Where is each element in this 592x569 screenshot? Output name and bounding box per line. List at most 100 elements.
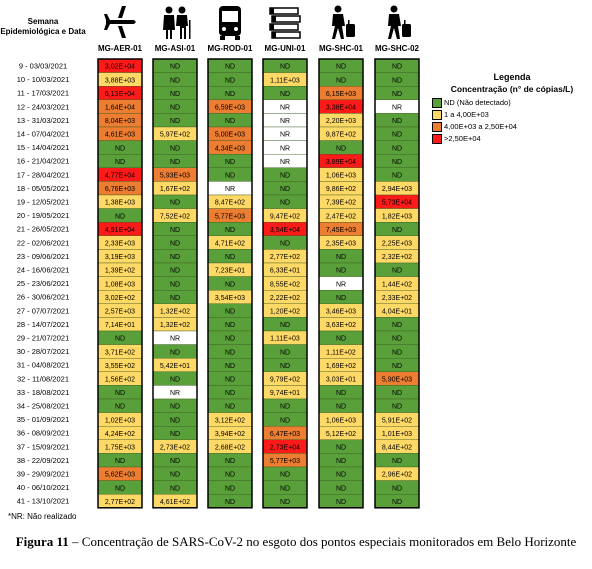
cell-value: ND (336, 499, 346, 506)
cell-value: 1,44E+02 (382, 281, 412, 288)
cell-value: ND (170, 431, 180, 438)
cell-value: 1,56E+02 (105, 377, 135, 384)
row-label: 21 - 26/05/2021 (17, 225, 70, 234)
cell-value: NR (280, 159, 290, 166)
bus-light (234, 27, 238, 31)
column-header: MG-AER-01 (98, 44, 143, 53)
cell-value: ND (336, 77, 346, 84)
cell-value: ND (336, 390, 346, 397)
cell-value: 5,90E+03 (382, 377, 412, 384)
cell-value: NR (170, 390, 180, 397)
cell-value: ND (280, 363, 290, 370)
row-label: 14 - 07/04/2021 (17, 130, 70, 139)
cell-value: 2,33E+02 (382, 295, 412, 302)
cell-value: 9,86E+02 (326, 186, 356, 193)
cell-value: ND (392, 336, 402, 343)
cell-value: ND (392, 159, 402, 166)
book-spine (270, 24, 274, 30)
cell-value: ND (392, 64, 402, 71)
cell-value: ND (170, 295, 180, 302)
cell-value: ND (225, 499, 235, 506)
luggage-handle (348, 20, 350, 24)
cell-value: ND (225, 309, 235, 316)
row-label: 15 - 14/04/2021 (17, 143, 70, 152)
cell-value: NR (225, 186, 235, 193)
column-border (97, 58, 143, 509)
bus-window (222, 11, 238, 22)
cell-value: ND (225, 281, 235, 288)
cell-value: ND (115, 458, 125, 465)
cell-value: ND (115, 404, 125, 411)
legend-label: 4,00E+03 a 2,50E+04 (444, 122, 517, 131)
cell-value: 3,02E+02 (105, 295, 135, 302)
cell-value: ND (336, 295, 346, 302)
cell-value: 6,76E+03 (105, 186, 135, 193)
cane (189, 20, 191, 39)
cell-value: ND (392, 91, 402, 98)
cell-value: 3,19E+03 (105, 254, 135, 261)
cell-value: 1,06E+03 (326, 417, 356, 424)
legend: Legenda Concentração (n° de cópias/L) ND… (432, 72, 592, 148)
cell-value: 1,11E+03 (270, 336, 300, 343)
cell-value: 2,68E+02 (215, 445, 245, 452)
bus-wheel (235, 36, 240, 40)
cell-value: 1,11E+03 (270, 77, 300, 84)
cell-value: ND (115, 336, 125, 343)
cell-value: ND (336, 268, 346, 275)
row-label: 34 - 25/08/2021 (17, 402, 70, 411)
cell-value: 5,42E+01 (160, 363, 190, 370)
column-border (207, 58, 253, 509)
cell-value: ND (170, 417, 180, 424)
row-label: 37 - 15/09/2021 (17, 442, 70, 451)
luggage (346, 24, 355, 37)
cell-value: ND (392, 227, 402, 234)
row-label: 38 - 22/09/2021 (17, 456, 70, 465)
elderly-couple-icon (163, 6, 191, 39)
row-label: 27 - 07/07/2021 (17, 306, 70, 315)
legend-label: >2,50E+04 (444, 134, 481, 143)
cell-value: ND (115, 213, 125, 220)
cell-value: 4,04E+01 (382, 309, 412, 316)
book (271, 15, 301, 23)
nr-footnote: *NR: Não realizado (8, 512, 77, 521)
cell-value: 3,03E+01 (326, 377, 356, 384)
row-label: 36 - 08/09/2021 (17, 429, 70, 438)
cell-value: ND (280, 186, 290, 193)
cell-value: ND (170, 64, 180, 71)
row-label: 29 - 21/07/2021 (17, 334, 70, 343)
cell-value: 1,82E+03 (382, 213, 412, 220)
legend-item: ND (Não detectado) (432, 98, 592, 108)
cell-value: 2,22E+02 (270, 295, 300, 302)
cell-value: NR (392, 105, 402, 112)
cell-value: ND (392, 349, 402, 356)
legend-swatch (432, 122, 442, 132)
cell-value: ND (115, 485, 125, 492)
cell-value: ND (170, 105, 180, 112)
cell-value: ND (225, 404, 235, 411)
cell-value: ND (336, 336, 346, 343)
legend-swatch (432, 110, 442, 120)
cell-value: 3,02E+04 (105, 64, 135, 71)
traveler-luggage-icon (332, 5, 355, 39)
cell-value: ND (170, 281, 180, 288)
cell-value: ND (392, 458, 402, 465)
cell-value: 5,62E+03 (105, 472, 135, 479)
cell-value: NR (280, 145, 290, 152)
cell-value: ND (225, 91, 235, 98)
cell-value: ND (280, 472, 290, 479)
book-spine (272, 32, 276, 38)
column-header: MG-SHC-02 (375, 44, 420, 53)
cell-value: ND (225, 472, 235, 479)
cell-value: NR (280, 118, 290, 125)
row-label: 16 - 21/04/2021 (17, 157, 70, 166)
column-header: MG-ASI-01 (155, 44, 196, 53)
cell-value: ND (225, 64, 235, 71)
cell-value: 5,12E+02 (326, 431, 356, 438)
cell-value: ND (170, 404, 180, 411)
cell-value: ND (392, 132, 402, 139)
bus-light (222, 27, 226, 31)
cell-value: 7,14E+01 (105, 322, 135, 329)
cell-value: 5,77E+03 (215, 213, 245, 220)
cell-value: 1,38E+03 (105, 200, 135, 207)
cell-value: 2,57E+03 (105, 309, 135, 316)
